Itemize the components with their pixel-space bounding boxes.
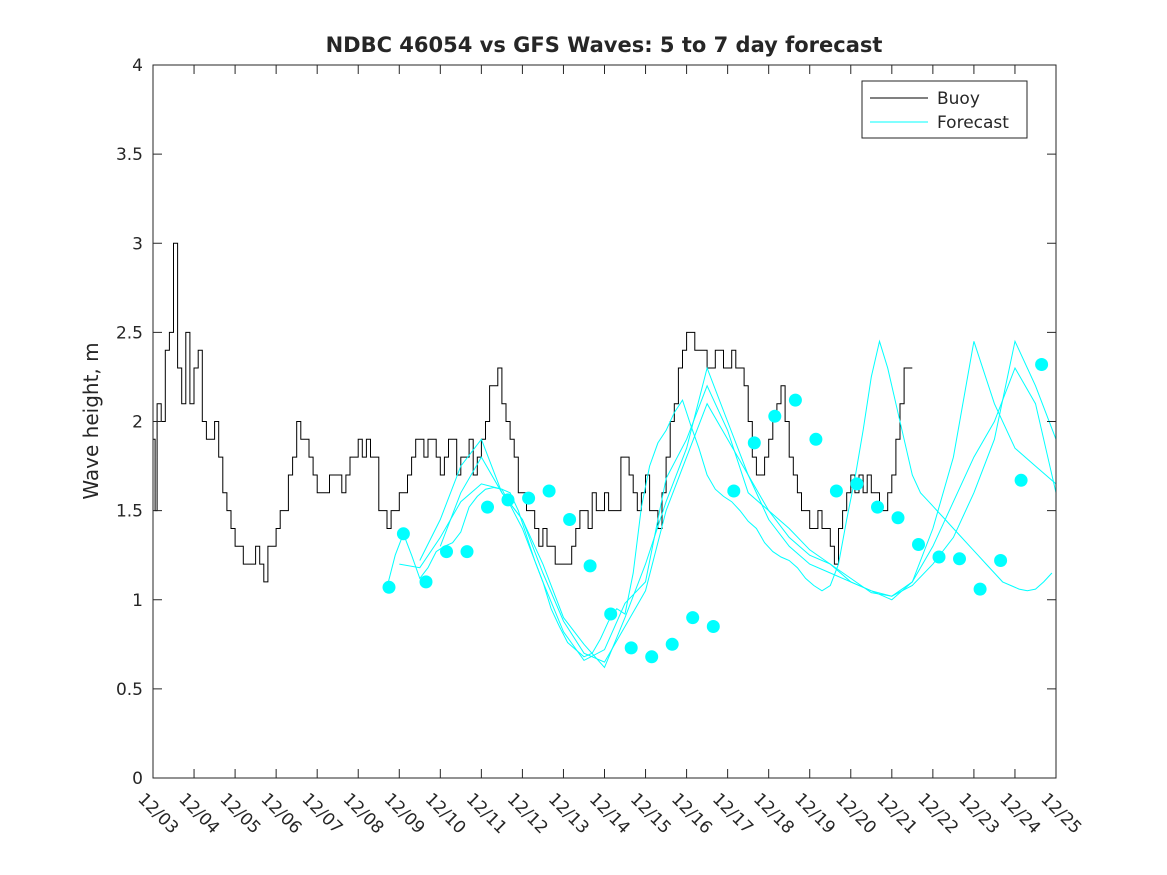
- forecast-marker: [501, 493, 515, 507]
- forecast-marker: [1035, 358, 1049, 371]
- forecast-marker: [788, 393, 802, 407]
- y-tick-label: 0.5: [116, 680, 143, 700]
- forecast-marker: [460, 545, 474, 559]
- forecast-marker: [706, 620, 720, 633]
- forecast-marker: [829, 484, 843, 498]
- legend-forecast-label: Forecast: [937, 113, 1009, 133]
- forecast-marker: [912, 538, 925, 551]
- forecast-marker: [871, 500, 884, 514]
- forecast-marker: [419, 575, 433, 589]
- forecast-marker: [994, 554, 1008, 567]
- y-tick-label: 2.5: [116, 323, 143, 343]
- forecast-marker: [973, 582, 987, 596]
- forecast-marker: [542, 484, 556, 498]
- forecast-marker: [481, 500, 494, 514]
- y-tick-label: 0: [132, 769, 143, 789]
- axes-background: [153, 65, 1056, 778]
- legend-box: [861, 80, 1028, 139]
- forecast-marker: [747, 436, 761, 450]
- series-layer: [153, 242, 1057, 669]
- forecast-marker: [604, 607, 618, 621]
- forecast-marker: [727, 484, 741, 498]
- forecast-marker: [809, 432, 823, 446]
- forecast-marker: [665, 637, 679, 651]
- forecast-marker: [396, 527, 410, 541]
- y-tick-label: 1.5: [116, 502, 143, 522]
- y-tick-label: 1: [132, 591, 143, 611]
- forecast-run-line-4: [439, 366, 1057, 663]
- forecast-marker: [1014, 473, 1028, 487]
- forecast-marker: [850, 477, 864, 491]
- forecast-marker: [382, 580, 396, 594]
- buoy-series-line: [153, 242, 913, 583]
- forecast-marker: [522, 491, 536, 505]
- forecast-marker: [563, 513, 577, 526]
- forecast-run-line-3: [419, 339, 1057, 669]
- forecast-marker: [932, 550, 946, 564]
- y-tick-label: 3: [132, 234, 143, 254]
- legend: Buoy Forecast: [861, 80, 1028, 139]
- forecast-marker: [624, 641, 638, 655]
- forecast-marker: [583, 559, 597, 573]
- chart-title: NDBC 46054 vs GFS Waves: 5 to 7 day fore…: [326, 33, 883, 57]
- forecast-marker: [953, 552, 966, 566]
- y-tick-label: 2: [132, 413, 143, 433]
- forecast-marker: [768, 409, 782, 423]
- forecast-marker: [686, 611, 700, 625]
- forecast-marker: [645, 650, 659, 664]
- y-tick-label: 3.5: [116, 145, 143, 165]
- forecast-marker: [440, 545, 453, 559]
- forecast-marker: [891, 511, 905, 525]
- y-tick-label: 4: [132, 56, 143, 76]
- legend-buoy-label: Buoy: [937, 89, 980, 109]
- y-axis-label: Wave height, m: [79, 342, 103, 499]
